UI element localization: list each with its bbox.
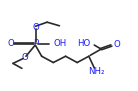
Text: O: O [113,40,120,49]
Text: NH₂: NH₂ [88,67,105,76]
Text: O: O [32,23,39,32]
Text: P: P [33,39,38,48]
Text: O: O [21,53,28,62]
Text: O: O [8,39,14,48]
Text: HO: HO [78,39,91,48]
Text: OH: OH [53,39,67,48]
